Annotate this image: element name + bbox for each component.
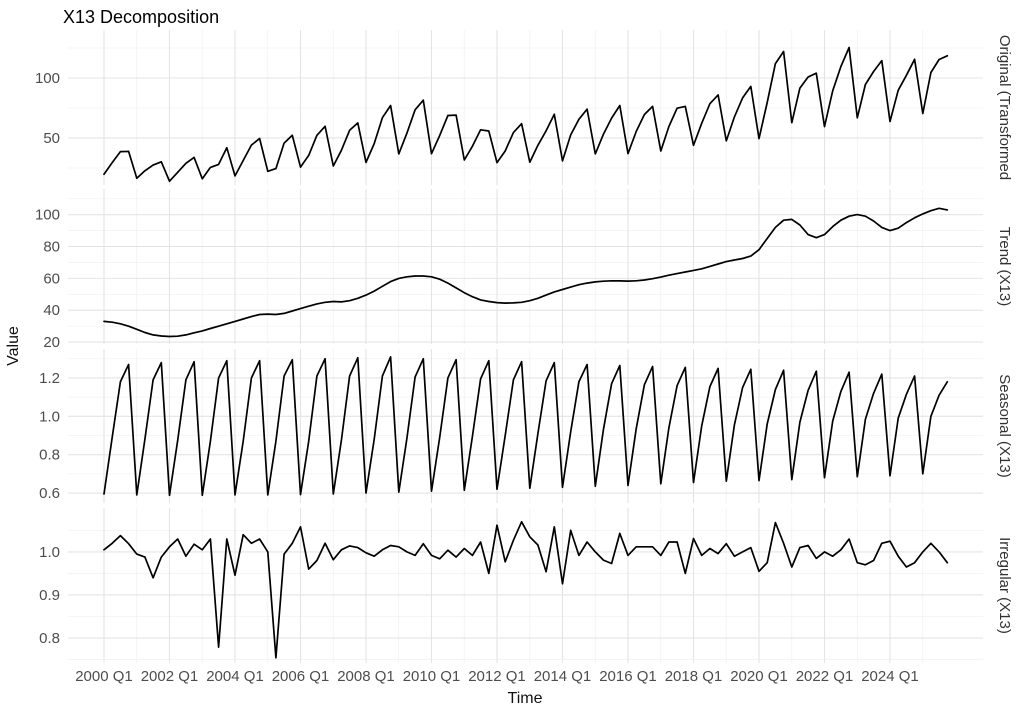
y-tick-label: 40 bbox=[43, 302, 60, 319]
x-tick-label: 2002 Q1 bbox=[141, 668, 199, 685]
y-tick-label: 60 bbox=[43, 270, 60, 287]
facet-irregular: 0.8 0.9 1.0 Irregular (X13) bbox=[39, 508, 1013, 663]
y-tick-label: 0.6 bbox=[39, 485, 60, 502]
y-tick-label: 0.8 bbox=[39, 447, 60, 464]
y-tick-label: 100 bbox=[35, 70, 60, 87]
series-line-original bbox=[103, 46, 949, 183]
x-tick-label: 2022 Q1 bbox=[796, 668, 854, 685]
x-tick-label: 2020 Q1 bbox=[730, 668, 788, 685]
x-axis-tick-labels: 2000 Q1 2002 Q1 2004 Q1 2006 Q1 2008 Q1 2010 … bbox=[75, 668, 919, 685]
facet-panels: 50 100 Original (Transformed 20 40 60 80 100 Tre… bbox=[35, 30, 1013, 663]
facet-strip-label: Irregular (X13) bbox=[996, 537, 1013, 634]
x-axis-title: Time bbox=[508, 690, 543, 707]
y-tick-label: 0.9 bbox=[39, 587, 60, 604]
facet-strip-label: Seasonal (X13) bbox=[996, 374, 1013, 477]
y-tick-label: 80 bbox=[43, 238, 60, 255]
x-tick-label: 2010 Q1 bbox=[403, 668, 461, 685]
y-tick-label: 100 bbox=[35, 207, 60, 224]
series-line-trend bbox=[103, 207, 949, 338]
x-tick-label: 2008 Q1 bbox=[337, 668, 395, 685]
y-tick-label: 20 bbox=[43, 334, 60, 351]
series-line-seasonal bbox=[103, 356, 949, 497]
y-tick-label: 0.8 bbox=[39, 630, 60, 647]
x-tick-label: 2016 Q1 bbox=[599, 668, 657, 685]
facet-trend: 20 40 60 80 100 Trend (X13) bbox=[35, 189, 1013, 351]
x-tick-label: 2024 Q1 bbox=[861, 668, 919, 685]
series-line-irregular bbox=[103, 520, 949, 659]
y-axis-title: Value bbox=[5, 326, 22, 366]
y-tick-label: 50 bbox=[43, 130, 60, 147]
facet-strip-label: Original (Transformed bbox=[996, 35, 1013, 180]
x-tick-label: 2000 Q1 bbox=[75, 668, 133, 685]
y-tick-label: 1.0 bbox=[39, 544, 60, 561]
chart-title: X13 Decomposition bbox=[63, 7, 219, 27]
x-tick-label: 2014 Q1 bbox=[534, 668, 592, 685]
x-tick-label: 2004 Q1 bbox=[206, 668, 264, 685]
y-tick-label: 1.2 bbox=[39, 370, 60, 387]
y-tick-label: 1.0 bbox=[39, 408, 60, 425]
x-tick-label: 2012 Q1 bbox=[468, 668, 526, 685]
facet-seasonal: 0.6 0.8 1.0 1.2 Seasonal (X13) bbox=[39, 349, 1013, 503]
facet-original: 50 100 Original (Transformed bbox=[35, 30, 1013, 185]
x-tick-label: 2006 Q1 bbox=[272, 668, 330, 685]
facet-strip-label: Trend (X13) bbox=[996, 227, 1013, 306]
x-tick-label: 2018 Q1 bbox=[665, 668, 723, 685]
